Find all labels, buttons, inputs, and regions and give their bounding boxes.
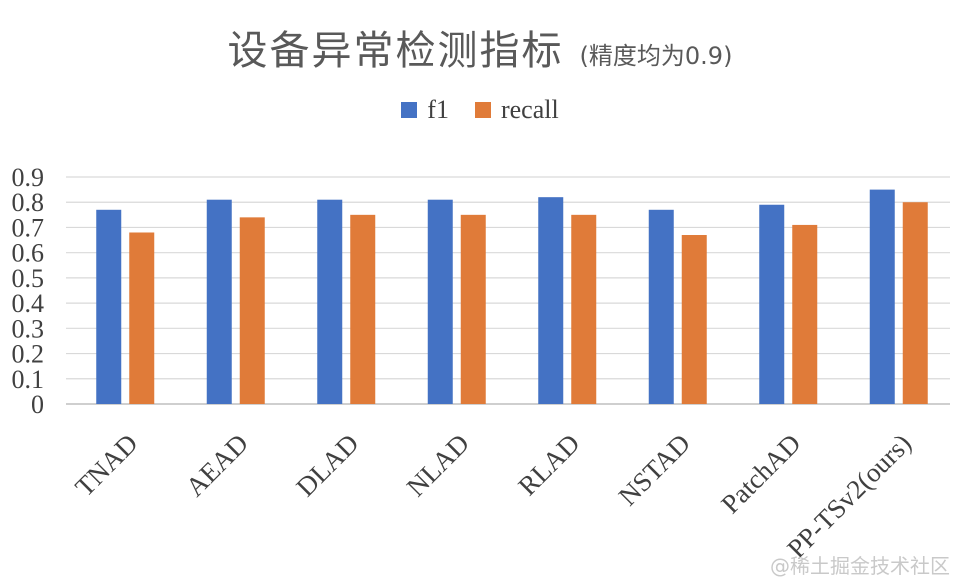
watermark: @稀土掘金技术社区 — [770, 554, 950, 578]
y-tick-label: 0.5 — [12, 264, 45, 293]
y-tick-label: 0 — [31, 390, 44, 419]
bar-recall-3 — [350, 214, 376, 404]
y-tick-label: 0.1 — [12, 365, 45, 394]
x-tick-label: NLAD — [401, 428, 475, 502]
bar-f1-6 — [648, 209, 674, 404]
bar-recall-7 — [792, 224, 818, 404]
bar-recall-5 — [571, 214, 597, 404]
bar-recall-1 — [129, 232, 155, 404]
bar-f1-3 — [317, 199, 343, 404]
bar-f1-1 — [96, 209, 122, 404]
y-tick-label: 0.9 — [12, 163, 45, 192]
bar-f1-8 — [869, 189, 895, 404]
bar-recall-4 — [460, 214, 486, 404]
y-tick-label: 0.7 — [12, 213, 45, 242]
y-tick-label: 0.6 — [12, 239, 45, 268]
bar-f1-2 — [206, 199, 232, 404]
y-tick-label: 0.2 — [12, 340, 45, 369]
x-tick-label: NSTAD — [613, 428, 696, 511]
bar-f1-7 — [759, 204, 785, 404]
legend-swatch-recall — [474, 102, 491, 118]
bar-f1-5 — [538, 197, 564, 404]
chart-subtitle: (精度均为0.9) — [579, 42, 733, 70]
legend-swatch-f1 — [401, 102, 418, 118]
bar-f1-4 — [427, 199, 453, 404]
legend-item-f1: f1 — [401, 95, 449, 125]
x-tick-label: PatchAD — [715, 428, 806, 519]
x-tick-label: TNAD — [69, 428, 143, 502]
x-tick-label: AEAD — [180, 428, 254, 502]
bar-recall-2 — [239, 217, 265, 404]
x-tick-label: DLAD — [290, 428, 364, 502]
y-tick-label: 0.3 — [12, 314, 45, 343]
legend-label-f1: f1 — [427, 95, 449, 124]
chart-title: 设备异常检测指标 — [227, 28, 564, 74]
y-tick-label: 0.8 — [12, 188, 45, 217]
legend-item-recall: recall — [474, 95, 559, 125]
bar-recall-8 — [902, 202, 928, 404]
chart-title-block: 设备异常检测指标 (精度均为0.9) — [0, 18, 960, 76]
legend-label-recall: recall — [500, 95, 559, 124]
y-tick-label: 0.4 — [12, 289, 45, 318]
legend: f1 recall — [0, 95, 960, 125]
bar-recall-6 — [681, 235, 707, 404]
x-tick-label: RLAD — [512, 428, 585, 501]
